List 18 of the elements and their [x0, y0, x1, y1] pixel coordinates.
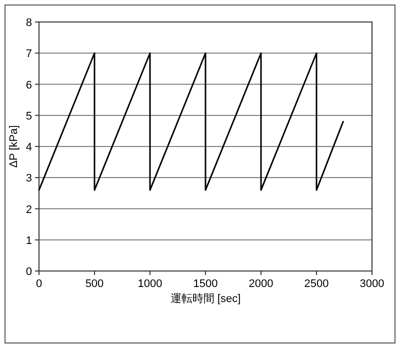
x-axis-title: 運転時間 [sec] [170, 292, 241, 305]
x-tick-label: 3000 [360, 278, 384, 290]
y-tick-label: 5 [26, 110, 32, 122]
x-tick-label: 2500 [304, 278, 329, 290]
x-tick-label: 1000 [138, 278, 162, 290]
y-tick-label: 0 [26, 266, 32, 278]
y-tick-label: 7 [26, 48, 32, 60]
y-tick-label: 6 [26, 79, 32, 92]
y-tick-label: 1 [26, 234, 32, 247]
y-tick-label: 3 [26, 172, 32, 185]
x-tick-label: 2000 [248, 278, 274, 290]
x-tick-label: 500 [85, 278, 104, 290]
y-axis-title: ΔP [kPa] [8, 125, 20, 168]
x-tick-label: 0 [36, 278, 42, 290]
y-tick-label: 8 [26, 17, 32, 29]
y-tick-label: 4 [26, 142, 32, 154]
x-tick-label: 1500 [193, 278, 218, 290]
y-tick-label: 2 [26, 204, 32, 216]
